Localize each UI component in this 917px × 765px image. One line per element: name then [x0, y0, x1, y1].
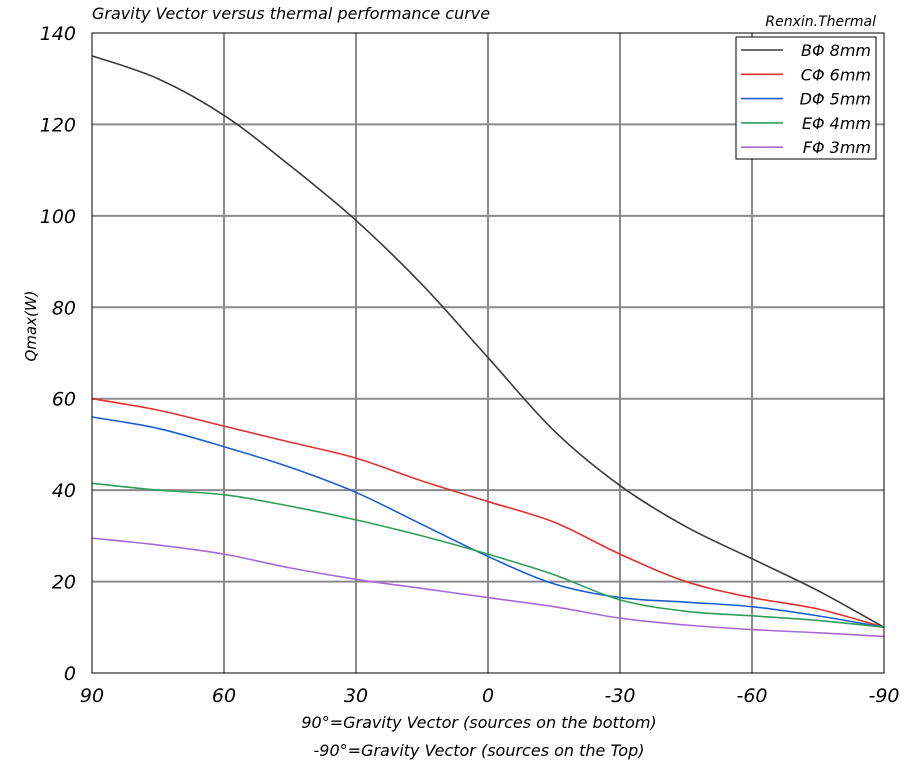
y-tick-label: 140 [40, 23, 76, 45]
y-axis-tick-labels: 0 20 40 60 80 100 120 140 [40, 23, 76, 685]
watermark-label: Renxin.Thermal [765, 14, 876, 30]
series-line-3 [91, 482, 885, 629]
legend-label: EΦ 4mm [802, 114, 871, 133]
x-axis-label-line1: 90°=Gravity Vector (sources on the botto… [301, 713, 656, 732]
series-line-2 [91, 416, 885, 629]
legend-label: FΦ 3mm [803, 138, 871, 157]
y-tick-label: 20 [52, 572, 76, 594]
x-tick-label: -90 [868, 685, 899, 707]
y-tick-label: 60 [52, 389, 76, 411]
y-tick-label: 120 [40, 114, 76, 136]
y-tick-label: 0 [64, 663, 76, 685]
series-line-4 [91, 537, 885, 638]
x-tick-label: -60 [736, 685, 767, 707]
x-tick-label: 60 [212, 685, 236, 707]
legend-label: BΦ 8mm [801, 41, 871, 60]
y-tick-label: 100 [40, 206, 76, 228]
y-axis-label: Qmax(W) [22, 290, 40, 361]
x-tick-label: 90 [80, 685, 104, 707]
plot-border [91, 32, 885, 674]
x-tick-label: 0 [482, 685, 494, 707]
legend-label: CΦ 6mm [801, 65, 871, 84]
y-tick-label: 40 [52, 480, 76, 502]
x-tick-label: 30 [344, 685, 368, 707]
x-tick-label: -30 [604, 685, 635, 707]
legend: BΦ 8mm CΦ 6mm DΦ 5mm EΦ 4mm FΦ 3mm [735, 36, 877, 160]
x-axis-tick-labels: 90 60 30 0 -30 -60 -90 [80, 685, 900, 707]
x-axis-label-line2: -90°=Gravity Vector (sources on the Top) [314, 741, 645, 760]
series-line-0 [91, 55, 885, 628]
chart-title: Gravity Vector versus thermal performanc… [92, 4, 490, 23]
y-tick-label: 80 [52, 297, 76, 319]
series-line-1 [91, 397, 885, 629]
grid-lines [92, 33, 884, 673]
series-lines [91, 55, 885, 638]
legend-label: DΦ 5mm [800, 90, 871, 109]
